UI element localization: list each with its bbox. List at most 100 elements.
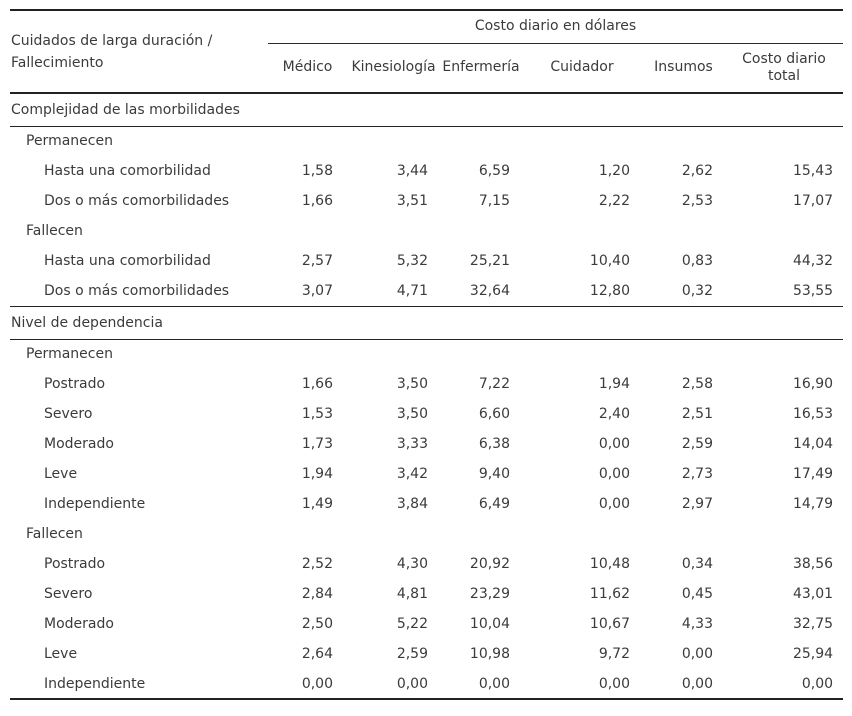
value-cell: 2,84 [301,586,333,602]
data-row: Severo 2,84 4,81 23,29 11,62 0,45 43,01 [10,579,843,609]
value-cell: 4,30 [396,556,428,572]
data-row: Moderado 2,50 5,22 10,04 10,67 4,33 32,75 [10,609,843,639]
group-row: Permanecen [10,339,843,369]
cost-table: Cuidados de larga duración / Fallecimien… [10,9,844,700]
value-cell: 43,01 [792,586,834,602]
row-label: Postrado [44,376,106,392]
value-cell: 1,66 [301,193,333,209]
column-header-cuidador: Cuidador [550,59,614,76]
value-cell: 3,07 [301,282,333,299]
value-cell: 0,32 [681,282,713,299]
value-cell: 25,94 [792,646,834,662]
table-header: Cuidados de larga duración / Fallecimien… [10,10,844,93]
value-cell: 10,40 [589,253,630,269]
data-row: Dos o más comorbilidades 3,07 4,71 32,64 12,… [10,276,843,306]
value-cell: 3,51 [396,193,428,209]
value-cell: 0,00 [478,675,510,692]
value-cell: 44,32 [792,253,834,269]
value-cell: 1,73 [301,436,333,452]
value-cell: 10,48 [589,556,630,572]
group-row: Fallecen [10,216,843,246]
value-cell: 17,07 [792,193,834,209]
row-label: Leve [44,466,78,482]
data-row: Dos o más comorbilidades 1,66 3,51 7,15 2,22… [10,186,843,216]
value-cell: 17,49 [792,466,834,482]
group-label: Fallecen [26,223,83,239]
value-cell: 16,53 [792,406,834,422]
row-label: Severo [44,406,93,422]
value-cell: 2,97 [681,496,713,512]
data-row: Moderado 1,73 3,33 6,38 0,00 2,59 14,04 [10,429,843,459]
value-cell: 9,40 [478,466,510,482]
value-cell: 0,00 [598,436,630,452]
row-label: Moderado [44,436,114,452]
value-cell: 4,71 [396,282,428,299]
data-row: Independiente 1,49 3,84 6,49 0,00 2,97 14,79 [10,489,843,519]
value-cell: 1,94 [301,466,333,482]
value-cell: 2,73 [681,466,713,482]
value-cell: 14,79 [792,496,834,512]
section-title: Complejidad de las morbilidades [10,92,844,127]
value-cell: 6,38 [478,436,510,452]
value-cell: 53,55 [792,282,834,299]
value-cell: 5,32 [396,253,428,269]
value-cell: 7,15 [478,193,510,209]
row-label: Dos o más comorbilidades [44,282,230,299]
column-header-row: Médico Kinesiología Enfermería Cuidador … [10,43,843,93]
value-cell: 1,58 [301,163,333,179]
value-cell: 4,33 [681,616,713,632]
value-cell: 0,83 [681,253,713,269]
value-cell: 1,53 [301,406,333,422]
data-row: Hasta una comorbilidad 2,57 5,32 25,21 10,40… [10,246,843,276]
value-cell: 0,00 [598,496,630,512]
row-label: Independiente [44,675,146,692]
row-label: Independiente [44,496,146,512]
value-cell: 1,20 [598,163,630,179]
value-cell: 9,72 [598,646,630,662]
value-cell: 2,59 [681,436,713,452]
value-cell: 0,00 [681,646,713,662]
row-label: Hasta una comorbilidad [44,163,211,179]
value-cell: 0,00 [396,675,428,692]
value-cell: 12,80 [589,282,630,299]
row-label: Postrado [44,556,106,572]
value-cell: 1,94 [598,376,630,392]
value-cell: 25,21 [469,253,510,269]
value-cell: 6,60 [478,406,510,422]
value-cell: 15,43 [792,163,834,179]
value-cell: 0,00 [801,675,834,692]
value-cell: 3,44 [396,163,428,179]
data-row: Postrado 1,66 3,50 7,22 1,94 2,58 16,90 [10,369,843,399]
row-label: Moderado [44,616,114,632]
value-cell: 2,58 [681,376,713,392]
section-title: Nivel de dependencia [10,305,844,340]
value-cell: 0,00 [681,675,713,692]
value-cell: 3,42 [396,466,428,482]
value-cell: 0,00 [301,675,333,692]
value-cell: 2,22 [598,193,630,209]
column-header-costo-total: Costo diario total [742,50,826,84]
section-row: Complejidad de las morbilidades [10,92,844,127]
value-cell: 38,56 [792,556,834,572]
value-cell: 16,90 [792,376,834,392]
section-row: Nivel de dependencia [10,305,844,340]
value-cell: 0,00 [598,466,630,482]
data-row: Severo 1,53 3,50 6,60 2,40 2,51 16,53 [10,399,843,429]
value-cell: 10,67 [589,616,630,632]
row-header: Cuidados de larga duración / Fallecimien… [11,32,213,71]
value-cell: 2,64 [301,646,333,662]
value-cell: 6,49 [478,496,510,512]
column-header-enfermeria: Enfermería [442,59,520,76]
value-cell: 2,51 [681,406,713,422]
value-cell: 3,33 [396,436,428,452]
value-cell: 11,62 [589,586,630,602]
value-cell: 14,04 [792,436,834,452]
value-cell: 2,40 [598,406,630,422]
value-cell: 0,34 [681,556,713,572]
value-cell: 2,52 [301,556,333,572]
value-cell: 10,98 [469,646,510,662]
row-label: Hasta una comorbilidad [44,253,211,269]
group-label: Permanecen [26,346,113,363]
value-cell: 2,62 [681,163,713,179]
value-cell: 10,04 [469,616,510,632]
